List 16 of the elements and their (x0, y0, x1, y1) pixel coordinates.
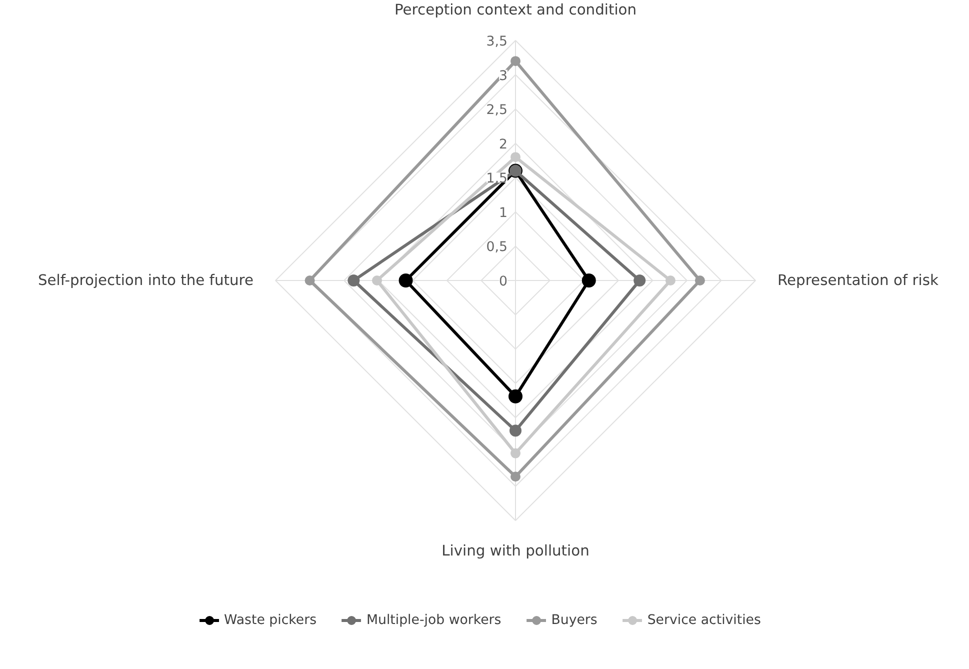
spoke-label: Representation of risk (778, 272, 939, 289)
legend-label: Buyers (551, 612, 598, 628)
y-tick-label: 0,5 (486, 240, 508, 256)
legend-label: Multiple-job workers (366, 612, 502, 628)
y-tick-label: 0 (499, 274, 508, 290)
spoke-label: Living with pollution (442, 542, 590, 560)
y-tick-label: 3,5 (486, 34, 508, 50)
legend-label: Service activities (647, 612, 761, 628)
y-tick-label: 1,5 (486, 172, 508, 187)
y-tick-label: 1 (499, 206, 508, 221)
y-tick-label: 2 (499, 137, 508, 152)
spoke-label: Self-projection into the future (38, 272, 254, 289)
y-tick-label: 3 (499, 68, 508, 84)
legend-label: Waste pickers (224, 612, 317, 628)
y-tick-label: 2,5 (486, 103, 508, 118)
spoke-label: Perception context and condition (394, 2, 637, 18)
